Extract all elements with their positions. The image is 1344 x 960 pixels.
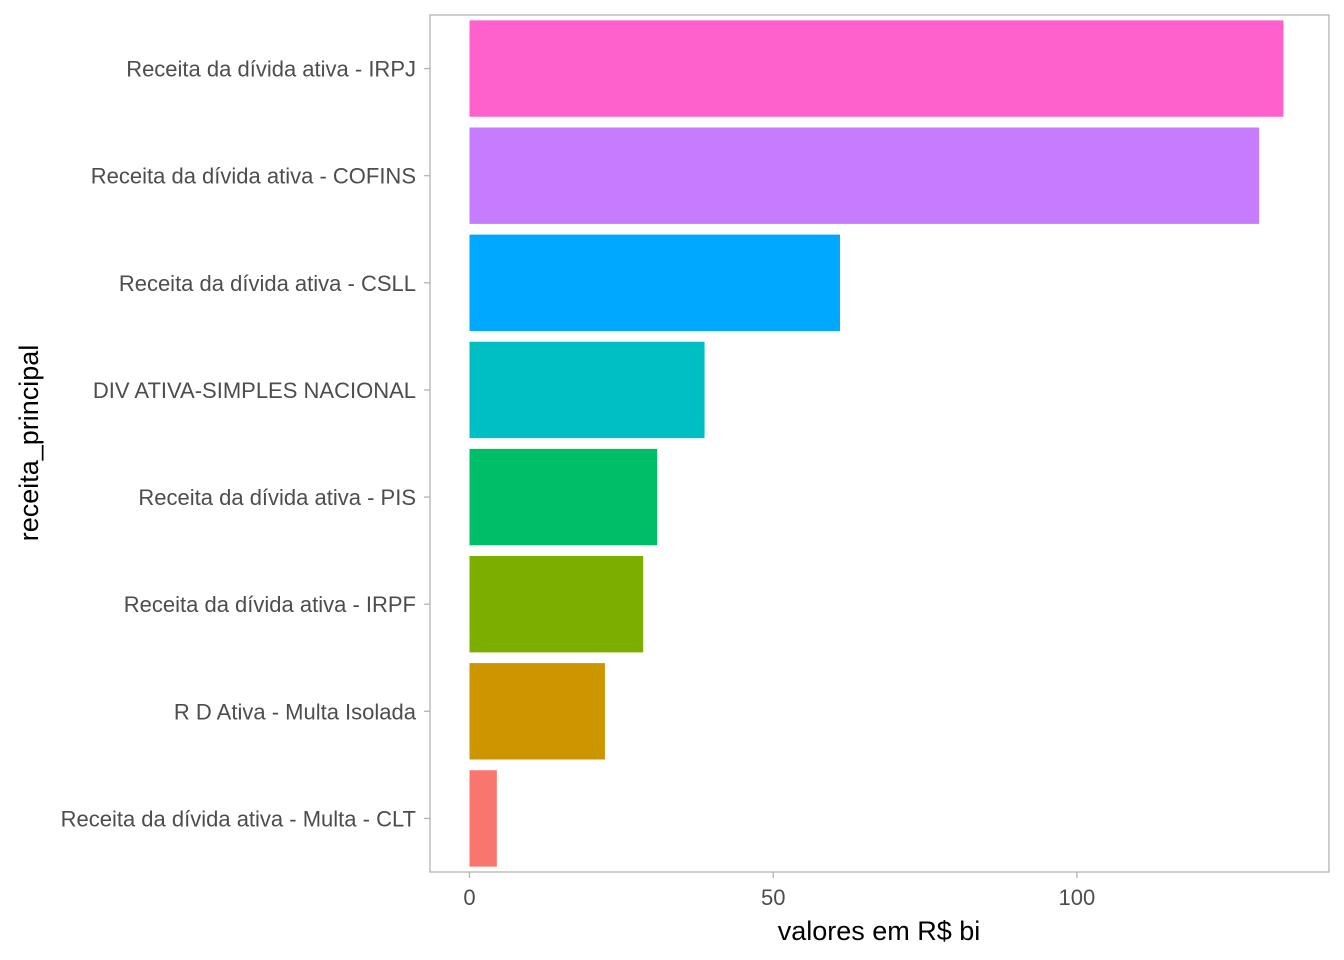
y-axis-title: receita_principal bbox=[14, 345, 44, 542]
x-axis-tick-label: 0 bbox=[463, 885, 475, 910]
y-axis-category-label: Receita da dívida ativa - Multa - CLT bbox=[61, 806, 416, 831]
bar bbox=[469, 448, 658, 546]
x-axis-title: valores em R$ bi bbox=[778, 916, 981, 946]
bar bbox=[469, 127, 1260, 224]
y-axis-category-label: Receita da dívida ativa - COFINS bbox=[91, 164, 416, 189]
y-axis-category-label: Receita da dívida ativa - CSLL bbox=[119, 271, 416, 296]
bar bbox=[469, 20, 1284, 117]
y-axis-category-label: Receita da dívida ativa - IRPF bbox=[124, 592, 416, 617]
panel-border bbox=[429, 14, 1330, 873]
bar bbox=[469, 770, 497, 867]
y-axis-category-label: R D Ativa - Multa Isolada bbox=[174, 699, 417, 724]
bar bbox=[469, 663, 605, 760]
x-axis-tick-label: 100 bbox=[1059, 885, 1096, 910]
x-axis-ticks: 0 50 100 bbox=[463, 872, 1095, 910]
y-axis-category-label: Receita da dívida ativa - PIS bbox=[138, 485, 416, 510]
y-axis-category-label: Receita da dívida ativa - IRPJ bbox=[126, 57, 416, 82]
bar bbox=[469, 555, 644, 653]
x-axis-tick-label: 50 bbox=[761, 885, 785, 910]
bars-layer bbox=[469, 20, 1284, 867]
bar bbox=[469, 234, 841, 332]
y-axis-category-label: DIV ATIVA-SIMPLES NACIONAL bbox=[93, 378, 416, 403]
bar bbox=[469, 341, 705, 439]
y-axis-category-labels: Receita da dívida ativa - IRPJ Receita da… bbox=[61, 57, 430, 831]
